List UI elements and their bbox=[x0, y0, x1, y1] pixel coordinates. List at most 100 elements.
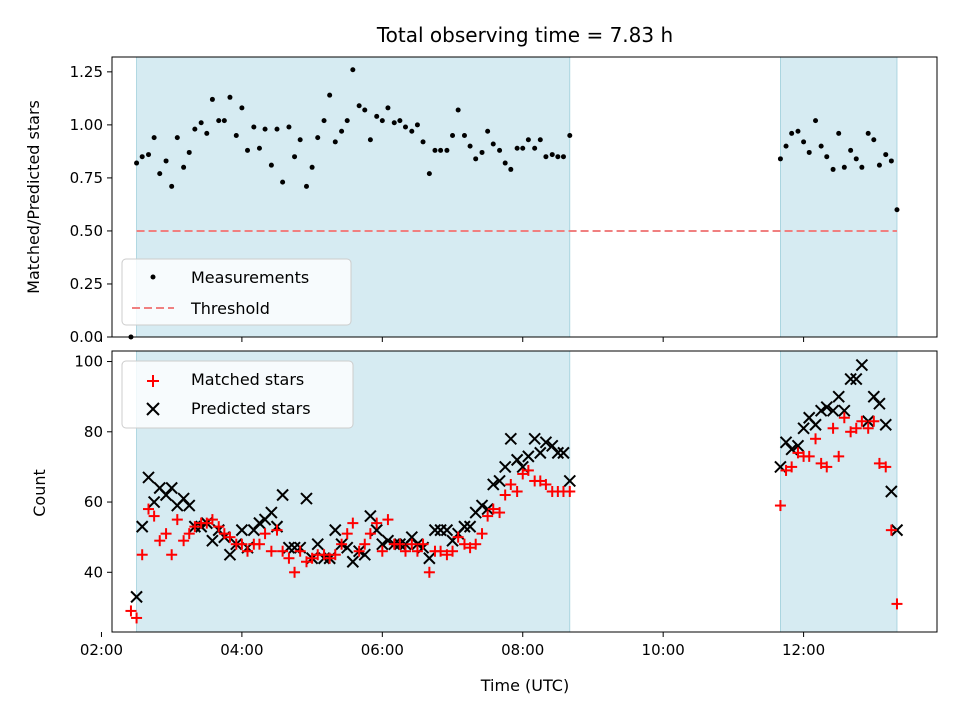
matched-star-marker bbox=[206, 514, 218, 526]
measurement-point bbox=[806, 149, 812, 155]
bottom-x-ticks: 02:00 04:00 06:00 08:00 10:00 12:00 bbox=[80, 632, 825, 659]
predicted-star-marker bbox=[873, 397, 886, 410]
top-yticks-label-5: 1.25 bbox=[70, 63, 103, 81]
measurement-point bbox=[525, 137, 531, 143]
matched-legend-label: Matched stars bbox=[191, 370, 304, 389]
matched-star-marker bbox=[774, 500, 786, 512]
measurement-point bbox=[432, 147, 438, 153]
predicted-star-marker bbox=[504, 432, 518, 446]
measurement-point bbox=[186, 149, 192, 155]
measurement-point bbox=[356, 103, 362, 109]
measurement-point bbox=[549, 152, 555, 158]
matched-star-marker bbox=[845, 426, 857, 438]
matched-star-marker bbox=[850, 422, 862, 434]
measurement-point bbox=[350, 67, 356, 73]
matched-star-marker bbox=[353, 545, 365, 557]
measurement-point bbox=[344, 118, 350, 124]
matched-star-marker bbox=[178, 535, 190, 547]
predicted-star-marker bbox=[820, 400, 833, 414]
predicted-star-marker bbox=[142, 471, 155, 484]
measurement-point bbox=[268, 162, 274, 168]
predicted-star-marker bbox=[481, 502, 494, 516]
matched-star-marker bbox=[125, 605, 137, 617]
matched-star-marker bbox=[821, 461, 833, 473]
matched-star-marker bbox=[382, 514, 394, 526]
measurement-point bbox=[151, 135, 157, 141]
measurement-point bbox=[239, 105, 245, 111]
predicted-star-marker bbox=[791, 439, 805, 453]
matched-star-marker bbox=[318, 549, 330, 561]
matched-star-marker bbox=[815, 457, 827, 469]
measurement-point bbox=[438, 147, 444, 153]
measurement-point bbox=[848, 147, 854, 153]
matched-star-marker bbox=[564, 486, 576, 497]
measurement-point bbox=[409, 128, 415, 134]
measurement-point bbox=[204, 130, 210, 136]
predicted-star-marker bbox=[135, 520, 149, 533]
top-yticks-label-4: 1.00 bbox=[70, 116, 103, 134]
top-yticks-label-0: 0.00 bbox=[70, 328, 103, 346]
chart-title: Total observing time = 7.83 h bbox=[376, 23, 673, 47]
matched-star-marker bbox=[253, 538, 265, 550]
bottom-shading-band-1 bbox=[780, 350, 898, 633]
measurement-point bbox=[555, 154, 561, 160]
matched-star-marker bbox=[452, 531, 464, 543]
predicted-star-marker bbox=[463, 520, 477, 533]
matched-star-marker bbox=[236, 538, 248, 550]
matched-star-marker bbox=[289, 566, 301, 578]
predicted-star-marker bbox=[534, 446, 547, 460]
measurement-point bbox=[801, 139, 807, 145]
predicted-star-marker bbox=[838, 404, 851, 417]
measurement-point bbox=[455, 107, 461, 113]
measurement-point bbox=[567, 132, 573, 138]
matched-star-marker bbox=[441, 549, 453, 561]
measurement-point bbox=[467, 143, 473, 149]
matched-star-marker bbox=[810, 433, 822, 445]
bottom-legend-box bbox=[121, 360, 354, 429]
predicted-star-marker bbox=[890, 523, 904, 537]
matched-star-marker bbox=[283, 552, 295, 564]
matched-star-marker bbox=[487, 503, 499, 515]
measurement-point bbox=[818, 143, 824, 149]
measurement-point bbox=[479, 149, 485, 155]
predicted-star-marker bbox=[265, 506, 278, 519]
predicted-star-marker bbox=[797, 422, 810, 435]
measurement-point bbox=[824, 154, 830, 160]
matched-star-marker bbox=[218, 528, 230, 540]
measurements-legend-marker bbox=[150, 274, 156, 280]
bottom-xticks-label-4: 10:00 bbox=[642, 641, 685, 659]
predicted-star-marker bbox=[861, 415, 875, 428]
predicted-legend-label: Predicted stars bbox=[191, 399, 311, 418]
matched-star-marker bbox=[482, 510, 494, 522]
matched-star-marker bbox=[324, 552, 336, 564]
measurement-point bbox=[894, 207, 900, 213]
matched-star-marker bbox=[868, 415, 880, 427]
matched-star-marker bbox=[435, 545, 447, 557]
measurement-point bbox=[339, 128, 345, 134]
measurement-point bbox=[795, 128, 801, 134]
matched-star-marker bbox=[540, 478, 552, 490]
predicted-star-marker bbox=[223, 548, 237, 561]
measurement-point bbox=[532, 145, 538, 151]
measurement-point bbox=[332, 139, 338, 145]
matched-star-marker bbox=[171, 514, 183, 526]
bottom-xticks-label-2: 06:00 bbox=[361, 641, 404, 659]
matched-star-marker bbox=[891, 598, 903, 610]
bottom-xticks-label-0: 02:00 bbox=[80, 641, 123, 659]
predicted-star-marker bbox=[165, 481, 178, 495]
matched-star-marker bbox=[131, 612, 143, 624]
predicted-star-marker bbox=[557, 446, 570, 460]
measurement-point bbox=[309, 164, 315, 170]
measurement-point bbox=[450, 132, 456, 138]
predicted-star-marker bbox=[832, 390, 845, 403]
measurement-point bbox=[444, 147, 450, 153]
measurement-point bbox=[420, 139, 426, 145]
measurement-point bbox=[157, 171, 163, 177]
measurement-point bbox=[836, 130, 842, 136]
measurement-point bbox=[473, 156, 479, 162]
matched-star-marker bbox=[780, 464, 792, 476]
predicted-star-marker bbox=[809, 418, 822, 431]
matched-star-marker bbox=[873, 457, 885, 469]
measurement-point bbox=[286, 124, 292, 130]
